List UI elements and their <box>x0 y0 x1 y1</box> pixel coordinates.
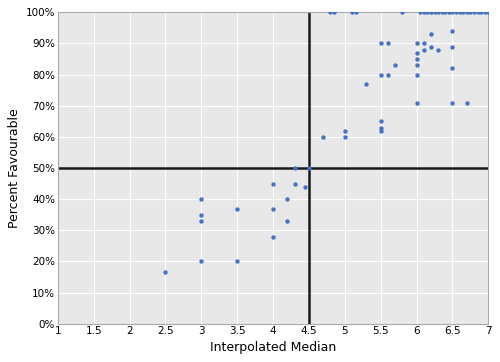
Point <box>474 9 482 15</box>
Point <box>198 218 205 224</box>
Point <box>427 44 435 50</box>
Point <box>459 9 467 15</box>
Point <box>477 9 485 15</box>
Point <box>362 81 370 87</box>
Point <box>430 9 438 15</box>
Point <box>412 72 420 77</box>
Point <box>463 9 471 15</box>
Y-axis label: Percent Favourable: Percent Favourable <box>8 108 22 228</box>
Point <box>376 128 384 134</box>
Point <box>233 206 241 211</box>
Point <box>384 41 392 46</box>
Point <box>233 258 241 264</box>
Point <box>320 134 328 140</box>
Point <box>448 100 456 106</box>
Point <box>438 9 446 15</box>
Point <box>398 9 406 15</box>
Point <box>376 72 384 77</box>
Point <box>434 9 442 15</box>
Point <box>198 212 205 218</box>
Point <box>434 47 442 52</box>
Point <box>412 100 420 106</box>
Point <box>326 9 334 15</box>
Point <box>442 9 450 15</box>
Point <box>445 9 453 15</box>
Point <box>290 165 298 171</box>
Point <box>420 41 428 46</box>
Point <box>412 50 420 56</box>
X-axis label: Interpolated Median: Interpolated Median <box>210 341 336 354</box>
Point <box>448 9 456 15</box>
Point <box>330 9 338 15</box>
Point <box>284 218 292 224</box>
Point <box>341 134 349 140</box>
Point <box>341 128 349 134</box>
Point <box>348 9 356 15</box>
Point <box>427 9 435 15</box>
Point <box>456 9 464 15</box>
Point <box>284 196 292 202</box>
Point <box>412 56 420 62</box>
Point <box>424 9 432 15</box>
Point <box>352 9 360 15</box>
Point <box>269 206 277 211</box>
Point <box>416 9 424 15</box>
Point <box>412 41 420 46</box>
Point <box>448 44 456 50</box>
Point <box>290 181 298 186</box>
Point <box>384 72 392 77</box>
Point <box>269 233 277 239</box>
Point <box>463 100 471 106</box>
Point <box>448 66 456 71</box>
Point <box>466 9 474 15</box>
Point <box>198 196 205 202</box>
Point <box>481 9 489 15</box>
Point <box>420 9 428 15</box>
Point <box>448 28 456 34</box>
Point <box>452 9 460 15</box>
Point <box>470 9 478 15</box>
Point <box>376 41 384 46</box>
Point <box>50 100 58 106</box>
Point <box>302 184 310 190</box>
Point <box>427 31 435 37</box>
Point <box>376 118 384 124</box>
Point <box>412 62 420 68</box>
Point <box>427 9 435 15</box>
Point <box>269 181 277 186</box>
Point <box>162 269 170 275</box>
Point <box>484 9 492 15</box>
Point <box>391 62 399 68</box>
Point <box>198 258 205 264</box>
Point <box>305 165 313 171</box>
Point <box>376 125 384 130</box>
Point <box>420 47 428 52</box>
